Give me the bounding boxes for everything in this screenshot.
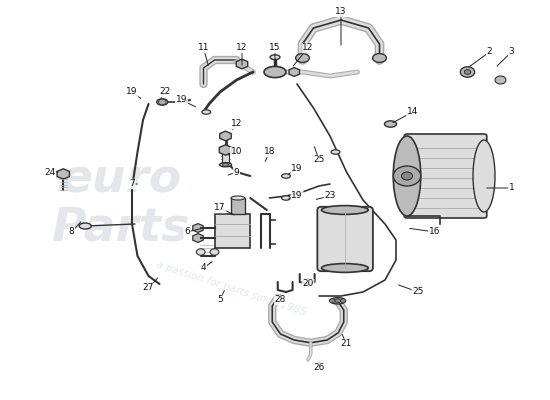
Text: 12: 12 (236, 44, 248, 52)
Text: 9: 9 (234, 168, 239, 176)
Text: a passion for parts since 1985: a passion for parts since 1985 (155, 259, 307, 317)
Polygon shape (57, 169, 69, 179)
Ellipse shape (157, 99, 168, 105)
Circle shape (210, 249, 219, 255)
Ellipse shape (296, 54, 309, 62)
Text: 2: 2 (487, 48, 492, 56)
Text: 10: 10 (231, 148, 242, 156)
Ellipse shape (393, 136, 421, 216)
Circle shape (464, 70, 471, 74)
Text: 25: 25 (314, 156, 324, 164)
Text: 6: 6 (184, 228, 190, 236)
Circle shape (196, 249, 205, 255)
Ellipse shape (79, 223, 91, 229)
Text: 23: 23 (324, 192, 336, 200)
Text: 19: 19 (176, 96, 187, 104)
Ellipse shape (219, 163, 232, 167)
Ellipse shape (270, 55, 280, 60)
Text: 7: 7 (129, 180, 135, 188)
Text: Parts: Parts (52, 206, 190, 250)
Text: 19: 19 (292, 164, 302, 172)
Polygon shape (289, 68, 300, 76)
Ellipse shape (321, 264, 368, 272)
Ellipse shape (321, 206, 368, 214)
Ellipse shape (264, 66, 286, 78)
Text: 4: 4 (201, 264, 206, 272)
Bar (222, 150, 229, 162)
FancyBboxPatch shape (404, 134, 487, 218)
Ellipse shape (231, 196, 245, 200)
Text: 3: 3 (509, 48, 514, 56)
Text: euro: euro (60, 158, 182, 202)
Text: 21: 21 (341, 340, 352, 348)
Text: 22: 22 (160, 88, 170, 96)
Polygon shape (236, 59, 248, 69)
Circle shape (393, 166, 421, 186)
Text: 13: 13 (336, 8, 346, 16)
Ellipse shape (282, 174, 290, 178)
FancyBboxPatch shape (317, 207, 373, 271)
Ellipse shape (372, 54, 386, 62)
Circle shape (495, 76, 506, 84)
Text: 19: 19 (292, 192, 302, 200)
Text: 1: 1 (509, 184, 514, 192)
Text: 17: 17 (214, 204, 225, 212)
Ellipse shape (330, 298, 345, 304)
Ellipse shape (222, 164, 229, 166)
Text: 15: 15 (270, 44, 280, 52)
Text: 25: 25 (412, 288, 424, 296)
Text: 28: 28 (275, 296, 286, 304)
Polygon shape (220, 131, 231, 141)
Polygon shape (192, 234, 204, 242)
Circle shape (329, 299, 335, 303)
Polygon shape (219, 145, 232, 155)
Circle shape (158, 99, 166, 105)
Polygon shape (192, 224, 204, 232)
Ellipse shape (331, 150, 340, 154)
Circle shape (340, 299, 346, 303)
Ellipse shape (384, 121, 397, 127)
Ellipse shape (473, 140, 495, 212)
Circle shape (402, 172, 412, 180)
Text: 18: 18 (264, 148, 275, 156)
Text: 11: 11 (198, 44, 209, 52)
Ellipse shape (202, 110, 211, 114)
Text: 12: 12 (231, 120, 242, 128)
Text: 5: 5 (217, 296, 223, 304)
Bar (231, 198, 245, 214)
Text: 24: 24 (44, 168, 55, 176)
Circle shape (335, 299, 340, 303)
Text: 8: 8 (69, 228, 74, 236)
Circle shape (460, 67, 475, 77)
Text: 20: 20 (302, 280, 313, 288)
Text: 12: 12 (302, 44, 313, 52)
Text: 14: 14 (407, 108, 418, 116)
Ellipse shape (282, 196, 290, 200)
Text: 16: 16 (429, 228, 440, 236)
Text: 26: 26 (314, 364, 324, 372)
Bar (214, 214, 250, 248)
Text: 27: 27 (143, 284, 154, 292)
Text: 19: 19 (126, 88, 138, 96)
